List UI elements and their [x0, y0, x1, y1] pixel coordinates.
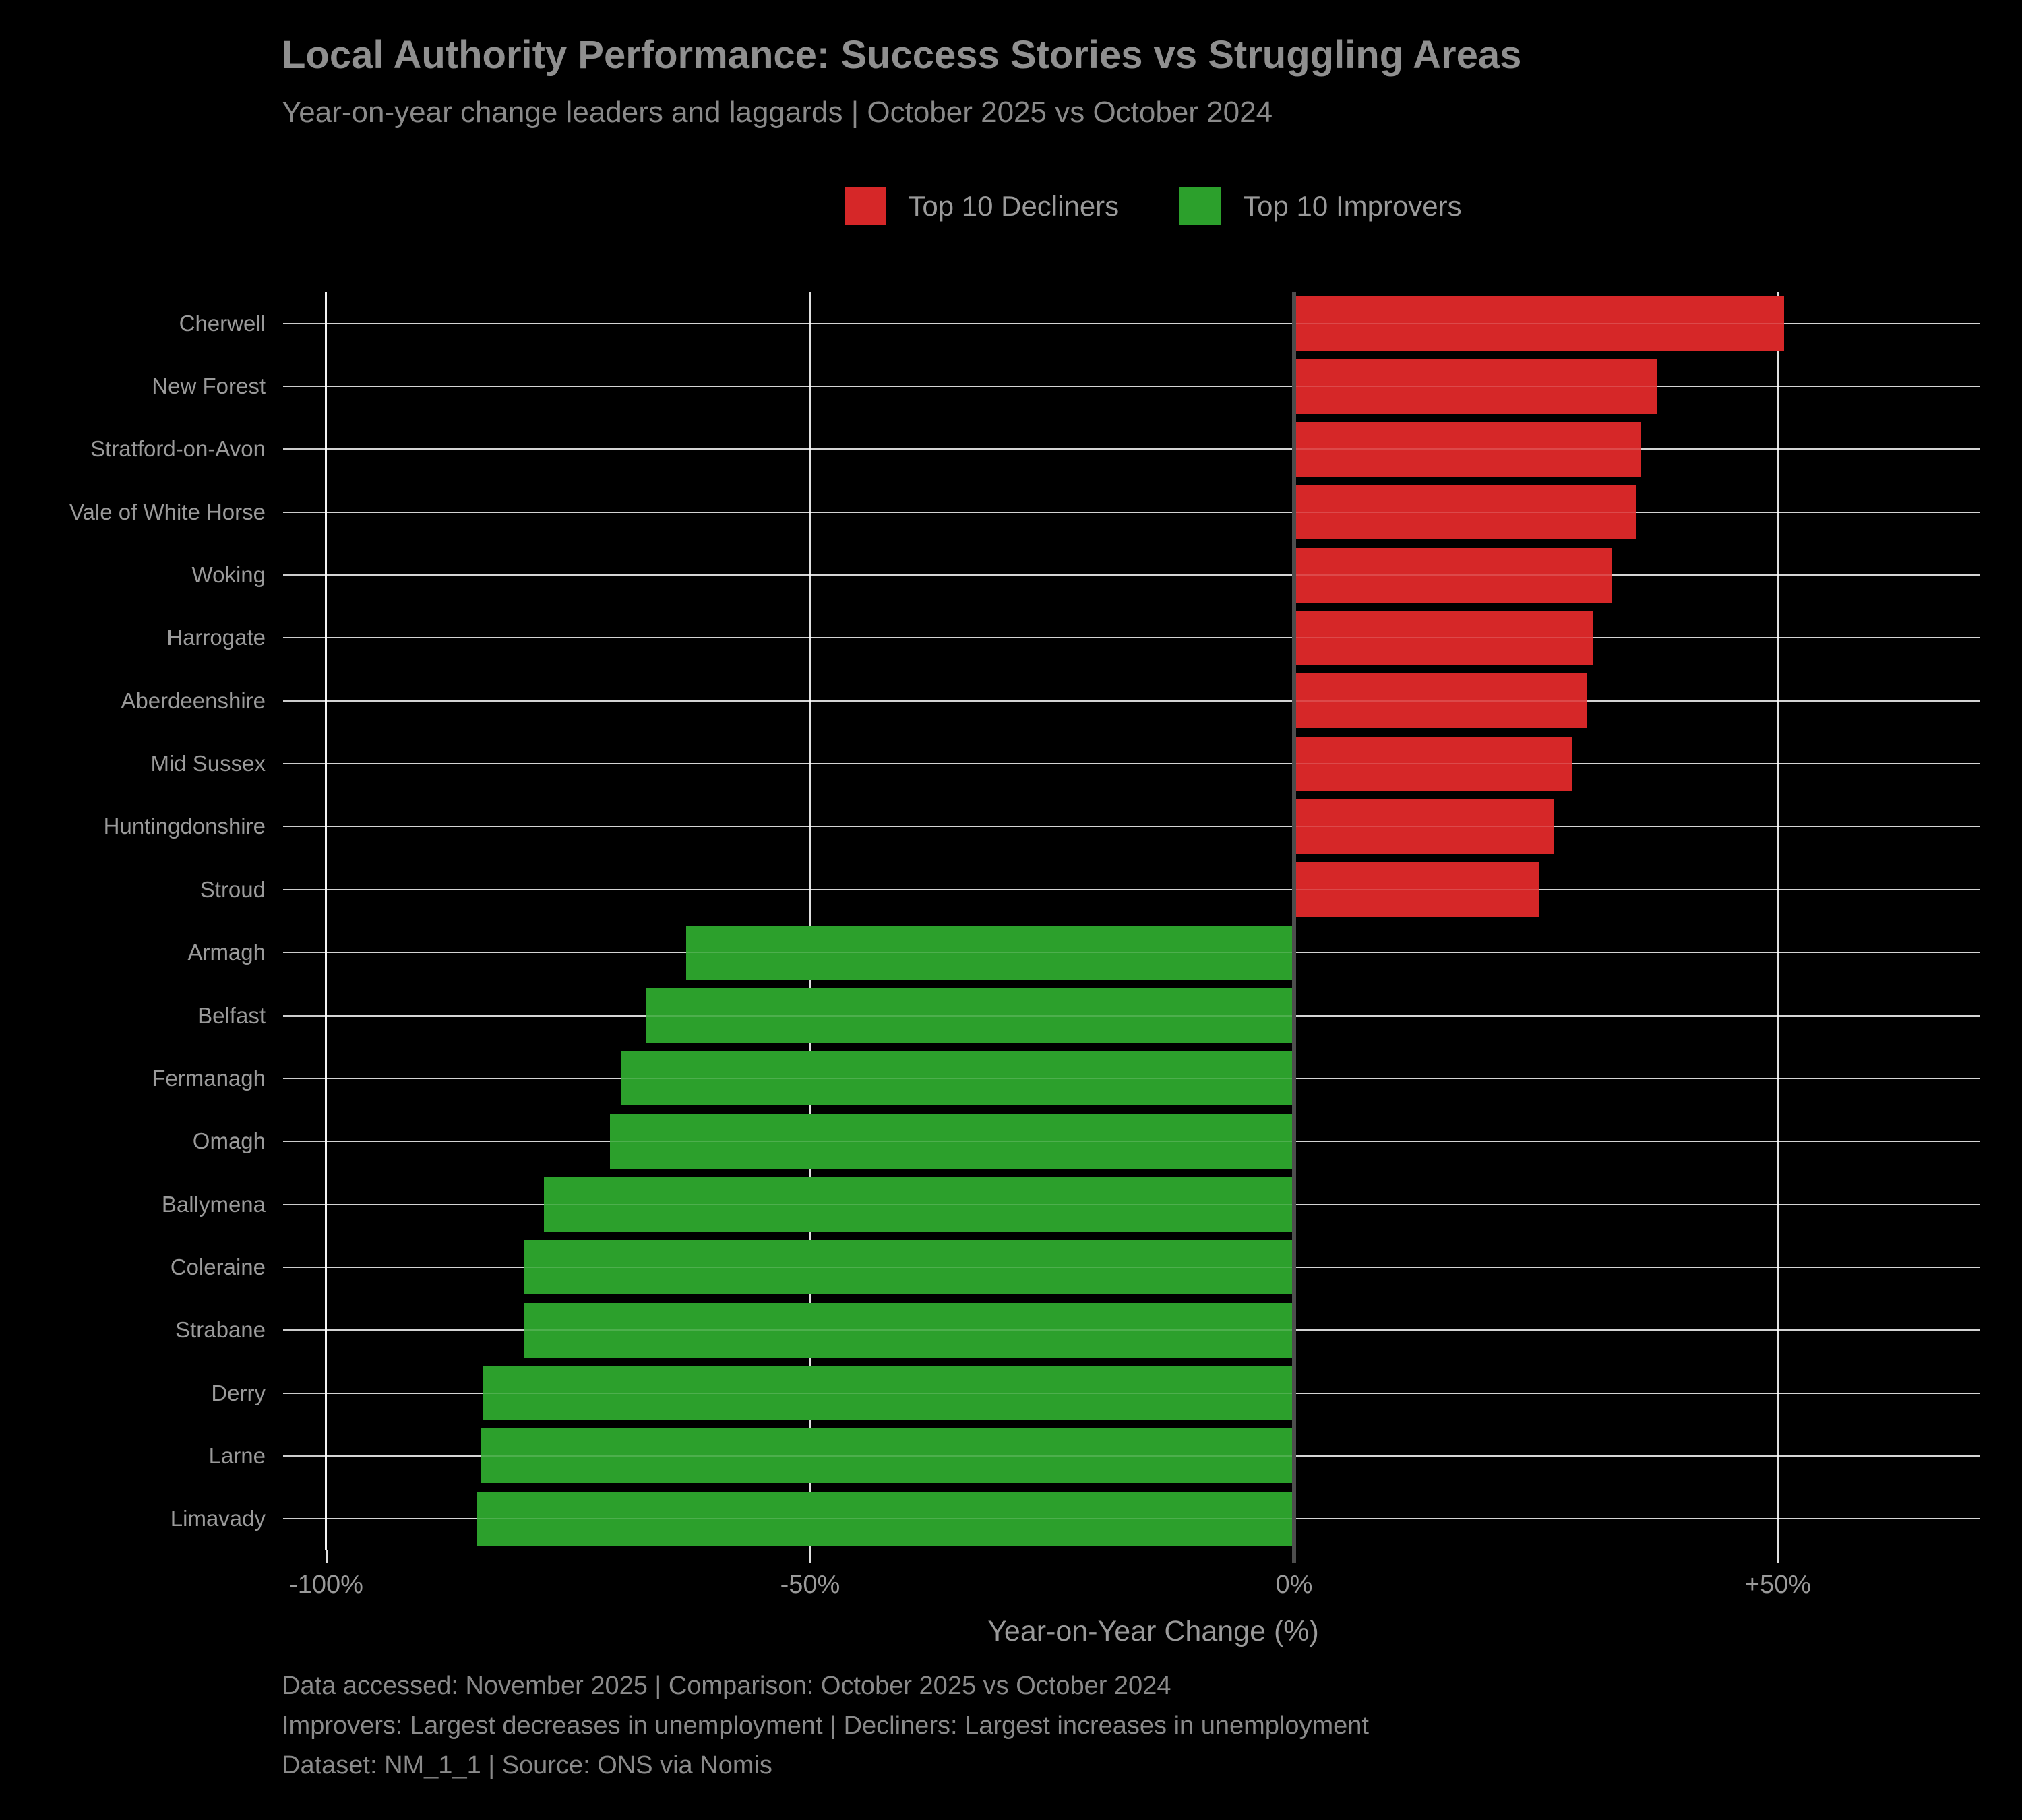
legend: Top 10 Decliners Top 10 Improvers [326, 187, 1980, 225]
bar-armagh [686, 925, 1294, 980]
zero-line [1291, 292, 1296, 1563]
gridline-row-overlay [326, 1518, 1980, 1520]
bar-cherwell [1293, 296, 1784, 351]
improvers-legend-label: Top 10 Improvers [1243, 190, 1462, 222]
gridline-row [283, 322, 1980, 324]
gridline-row [283, 888, 1980, 890]
gridline-row-overlay [326, 952, 1980, 954]
decliners-legend-label: Top 10 Decliners [908, 190, 1120, 222]
category-label-stratford-on-avon: Stratford-on-Avon [90, 436, 266, 462]
bar-harrogate [1293, 610, 1593, 665]
bar-stroud [1293, 862, 1539, 917]
footnote-line-1: Data accessed: November 2025 | Compariso… [282, 1672, 1171, 1700]
x-tick--50- [1777, 1550, 1779, 1563]
x-tick-label--50-: -50% [780, 1571, 840, 1599]
gridline-row [283, 700, 1980, 702]
gridline-row-overlay [326, 322, 1980, 324]
x-tick-label--100-: -100% [289, 1571, 363, 1599]
bar-vale-of-white-horse [1293, 485, 1636, 540]
bar-strabane [523, 1302, 1294, 1358]
x-tick-label-0-: 0% [1275, 1571, 1313, 1599]
category-label-ballymena: Ballymena [161, 1191, 266, 1217]
category-label-fermanagh: Fermanagh [152, 1065, 266, 1091]
category-label-derry: Derry [211, 1380, 266, 1405]
legend-item-improvers: Top 10 Improvers [1180, 187, 1462, 225]
bar-fermanagh [620, 1051, 1294, 1106]
gridline-row-overlay [326, 1203, 1980, 1205]
bar-derry [483, 1366, 1294, 1421]
decliners-legend-swatch-icon [845, 187, 887, 225]
improvers-legend-swatch-icon [1180, 187, 1222, 225]
gridline-row-overlay [326, 1329, 1980, 1331]
category-label-new-forest: New Forest [152, 373, 266, 399]
bar-coleraine [524, 1240, 1294, 1295]
bar-larne [481, 1428, 1294, 1484]
footnote-line-3: Dataset: NM_1_1 | Source: ONS via Nomis [282, 1751, 772, 1780]
gridline-row [283, 826, 1980, 828]
bar-stratford-on-avon [1293, 421, 1642, 477]
gridline-row [283, 574, 1980, 576]
category-label-armagh: Armagh [187, 940, 266, 965]
category-label-harrogate: Harrogate [166, 625, 266, 650]
gridline-row-overlay [326, 1266, 1980, 1268]
bar-omagh [609, 1114, 1294, 1169]
bar-mid-sussex [1293, 736, 1572, 791]
category-label-stroud: Stroud [200, 876, 266, 902]
gridline-row-overlay [326, 1014, 1980, 1017]
gridline-row-overlay [326, 1392, 1980, 1394]
chart-title: Local Authority Performance: Success Sto… [282, 33, 1522, 77]
gridline-row-overlay [326, 637, 1980, 639]
category-label-mid-sussex: Mid Sussex [150, 751, 266, 777]
category-label-woking: Woking [191, 562, 266, 588]
x-tick--100- [325, 1550, 328, 1563]
gridline-row-overlay [326, 511, 1980, 513]
category-label-strabane: Strabane [175, 1317, 266, 1343]
gridline-row [283, 763, 1980, 765]
category-axis: Cherwell New Forest Stratford-on-Avon Vale … [0, 292, 266, 1550]
category-label-limavady: Limavady [170, 1506, 266, 1531]
category-label-aberdeenshire: Aberdeenshire [121, 688, 266, 713]
bar-limavady [476, 1491, 1294, 1546]
legend-item-decliners: Top 10 Decliners [845, 187, 1119, 225]
gridline-x--50- [809, 292, 811, 1550]
bar-huntingdonshire [1293, 799, 1554, 854]
gridline-row-overlay [326, 888, 1980, 890]
gridline-row [283, 386, 1980, 388]
gridline-row-overlay [326, 1077, 1980, 1079]
gridline-x--50- [1777, 292, 1779, 1550]
category-label-coleraine: Coleraine [170, 1254, 266, 1279]
gridline-row-overlay [326, 826, 1980, 828]
category-label-belfast: Belfast [197, 1002, 266, 1028]
x-tick-label--50-: +50% [1744, 1571, 1812, 1599]
category-label-cherwell: Cherwell [179, 310, 266, 336]
chart-subtitle: Year-on-year change leaders and laggards… [282, 96, 1273, 129]
category-label-larne: Larne [208, 1443, 266, 1468]
gridline-row-overlay [326, 1141, 1980, 1143]
plot-area [283, 292, 1980, 1563]
bar-woking [1293, 547, 1613, 603]
category-label-vale-of-white-horse: Vale of White Horse [69, 499, 266, 524]
x-tick--50- [809, 1550, 811, 1563]
gridline-row-overlay [326, 448, 1980, 450]
gridline-row [283, 637, 1980, 639]
category-label-omagh: Omagh [192, 1128, 266, 1154]
gridline-row-overlay [326, 1455, 1980, 1457]
y-axis-spine [325, 292, 327, 1550]
bar-ballymena [544, 1177, 1294, 1232]
x-axis-title: Year-on-Year Change (%) [987, 1615, 1319, 1647]
bar-belfast [646, 988, 1294, 1043]
category-label-huntingdonshire: Huntingdonshire [103, 814, 266, 839]
gridline-row-overlay [326, 574, 1980, 576]
gridline-row-overlay [326, 763, 1980, 765]
gridline-row-overlay [326, 386, 1980, 388]
bar-new-forest [1293, 359, 1657, 414]
gridline-row [283, 448, 1980, 450]
gridline-row [283, 511, 1980, 513]
footnote-line-2: Improvers: Largest decreases in unemploy… [282, 1711, 1369, 1740]
gridline-row-overlay [326, 700, 1980, 702]
bar-aberdeenshire [1293, 673, 1587, 729]
